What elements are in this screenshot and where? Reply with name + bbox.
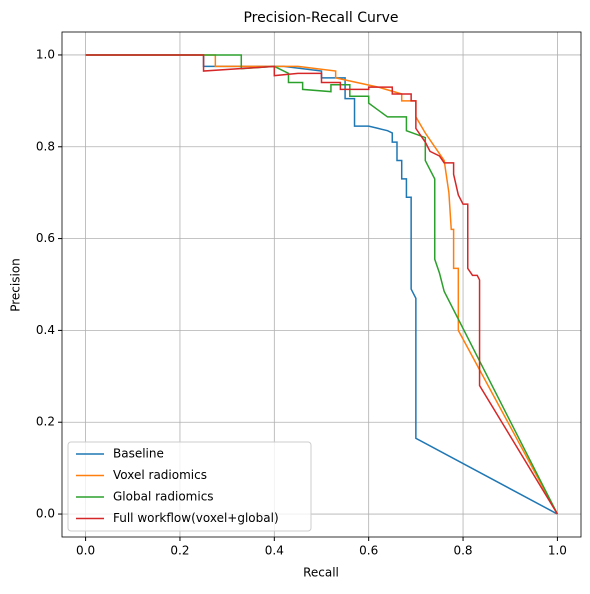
- plot-frame: [61, 31, 582, 538]
- series-line: [85, 54, 559, 515]
- x-tick-label: 0.0: [76, 544, 95, 558]
- y-tick-label: 0.4: [36, 323, 55, 337]
- x-tick-label: 1.0: [548, 544, 567, 558]
- y-tick-label: 0.6: [36, 231, 55, 245]
- x-tick-label: 0.4: [265, 544, 284, 558]
- y-tick-label: 0.2: [36, 415, 55, 429]
- y-axis-label: Precision: [9, 258, 23, 312]
- series-line: [85, 54, 558, 515]
- x-tick-label: 0.8: [453, 544, 472, 558]
- y-tick-label: 0.0: [36, 507, 55, 521]
- x-tick-label: 0.6: [359, 544, 378, 558]
- legend-label: Global radiomics: [113, 490, 214, 504]
- legend-label: Full workflow(voxel+global): [113, 511, 279, 525]
- legend-label: Baseline: [113, 447, 164, 461]
- series-line: [85, 54, 559, 515]
- x-tick-label: 0.2: [170, 544, 189, 558]
- chart-title: Precision-Recall Curve: [243, 10, 398, 26]
- y-tick-label: 0.8: [36, 139, 55, 153]
- legend-label: Voxel radiomics: [113, 468, 207, 482]
- x-axis-label: Recall: [303, 566, 339, 580]
- y-tick-label: 1.0: [36, 47, 55, 61]
- legend-box: [67, 441, 312, 532]
